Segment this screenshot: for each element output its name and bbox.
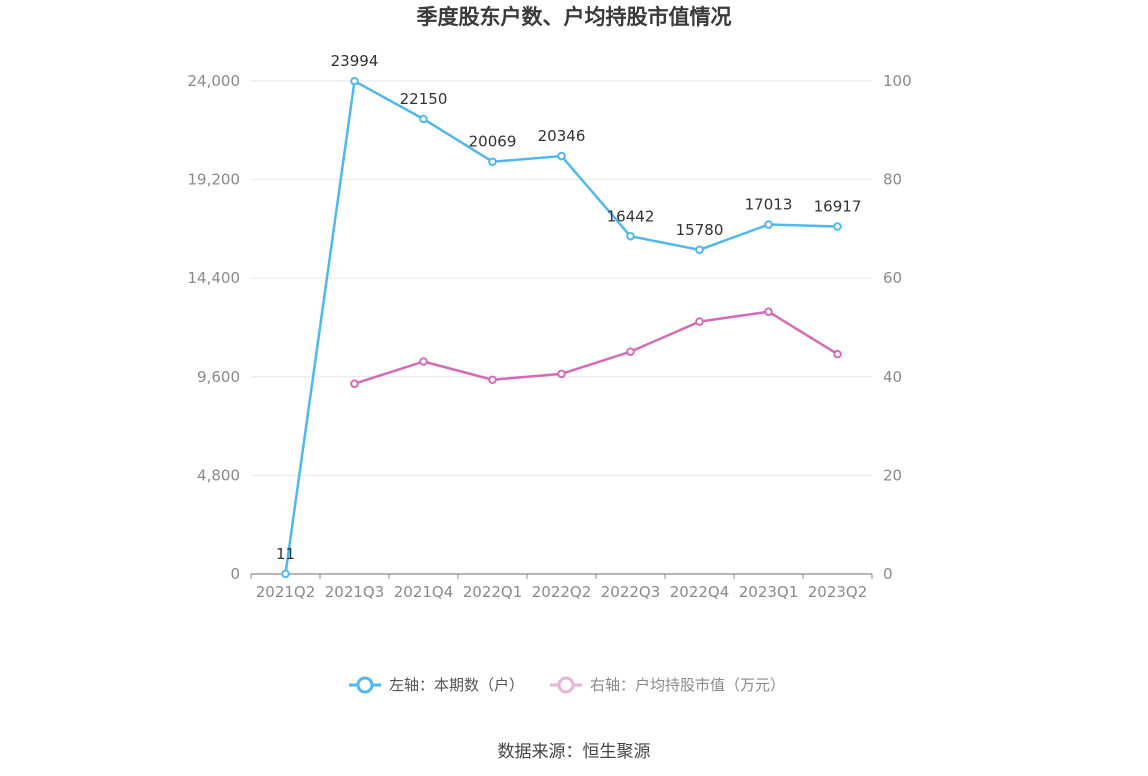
- data-point[interactable]: [419, 114, 428, 124]
- data-point[interactable]: [350, 76, 359, 86]
- data-label: 23994: [331, 52, 379, 70]
- data-label: 16917: [814, 197, 862, 215]
- legend-item-left[interactable]: 左轴：本期数（户）: [349, 676, 524, 694]
- right-axis-ticks: 0 20 40 60 80 100: [883, 72, 912, 583]
- left-tick-label: 24,000: [188, 72, 241, 90]
- data-label: 11: [276, 545, 295, 563]
- right-tick-label: 0: [883, 565, 893, 583]
- data-point[interactable]: [488, 375, 497, 385]
- right-tick-label: 40: [883, 368, 902, 386]
- x-tick-label: 2022Q2: [532, 583, 592, 601]
- right-tick-label: 60: [883, 269, 902, 287]
- x-axis: 2021Q2 2021Q3 2021Q4 2022Q1 2022Q2 2022Q3 2022…: [250, 573, 873, 601]
- legend: 左轴：本期数（户） 右轴：户均持股市值（万元）: [349, 676, 785, 694]
- left-tick-label: 9,600: [197, 368, 240, 386]
- series-line: [354, 310, 839, 385]
- x-tick-label: 2022Q1: [463, 583, 523, 601]
- data-source: 数据来源：恒生聚源: [498, 742, 651, 762]
- data-point[interactable]: [695, 245, 704, 255]
- data-label: 17013: [745, 196, 793, 214]
- right-tick-label: 80: [883, 171, 902, 189]
- data-point[interactable]: [488, 157, 497, 167]
- data-label: 20346: [538, 127, 586, 145]
- legend-left-marker-icon: [356, 676, 374, 694]
- data-point[interactable]: [350, 379, 359, 389]
- series-shareholders: 11 23994 22150 20069 20346 16442 15780 17013 169…: [276, 52, 862, 579]
- data-point[interactable]: [695, 317, 704, 326]
- x-tick-label: 2022Q4: [670, 583, 730, 601]
- data-point[interactable]: [557, 151, 566, 161]
- legend-right-marker-icon: [557, 676, 575, 694]
- x-tick-label: 2023Q2: [808, 583, 868, 601]
- series-group: 11 23994 22150 20069 20346 16442 15780 17013 169…: [276, 52, 862, 579]
- data-point[interactable]: [833, 349, 842, 359]
- data-point[interactable]: [764, 307, 773, 317]
- data-point[interactable]: [764, 220, 773, 229]
- legend-right-label: 右轴：户均持股市值（万元）: [590, 676, 785, 694]
- data-label: 22150: [400, 90, 448, 108]
- x-tick-label: 2021Q3: [325, 583, 385, 601]
- chart-title: 季度股东户数、户均持股市值情况: [417, 5, 732, 29]
- x-tick-label: 2023Q1: [739, 583, 799, 601]
- left-tick-label: 19,200: [188, 171, 241, 189]
- x-tick-label: 2021Q4: [394, 583, 454, 601]
- x-tick-label: 2022Q3: [601, 583, 661, 601]
- data-point[interactable]: [833, 222, 842, 231]
- data-point[interactable]: [419, 357, 428, 366]
- data-point[interactable]: [626, 231, 635, 241]
- data-point[interactable]: [557, 369, 566, 379]
- legend-left-label: 左轴：本期数（户）: [389, 676, 524, 694]
- left-tick-label: 0: [230, 565, 240, 583]
- series-avg-holding-value: [350, 307, 842, 389]
- legend-item-right[interactable]: 右轴：户均持股市值（万元）: [550, 676, 785, 694]
- left-tick-label: 4,800: [197, 466, 240, 484]
- left-axis-ticks: 0 4,800 9,600 14,400 19,200 24,000: [188, 72, 241, 583]
- data-point[interactable]: [281, 569, 290, 579]
- data-label: 16442: [607, 207, 655, 225]
- data-label: 20069: [469, 133, 517, 151]
- data-label: 15780: [676, 221, 724, 239]
- x-tick-label: 2021Q2: [256, 583, 316, 601]
- data-point[interactable]: [626, 347, 635, 356]
- left-tick-label: 14,400: [188, 269, 241, 287]
- right-tick-label: 100: [883, 72, 912, 90]
- right-tick-label: 20: [883, 466, 902, 484]
